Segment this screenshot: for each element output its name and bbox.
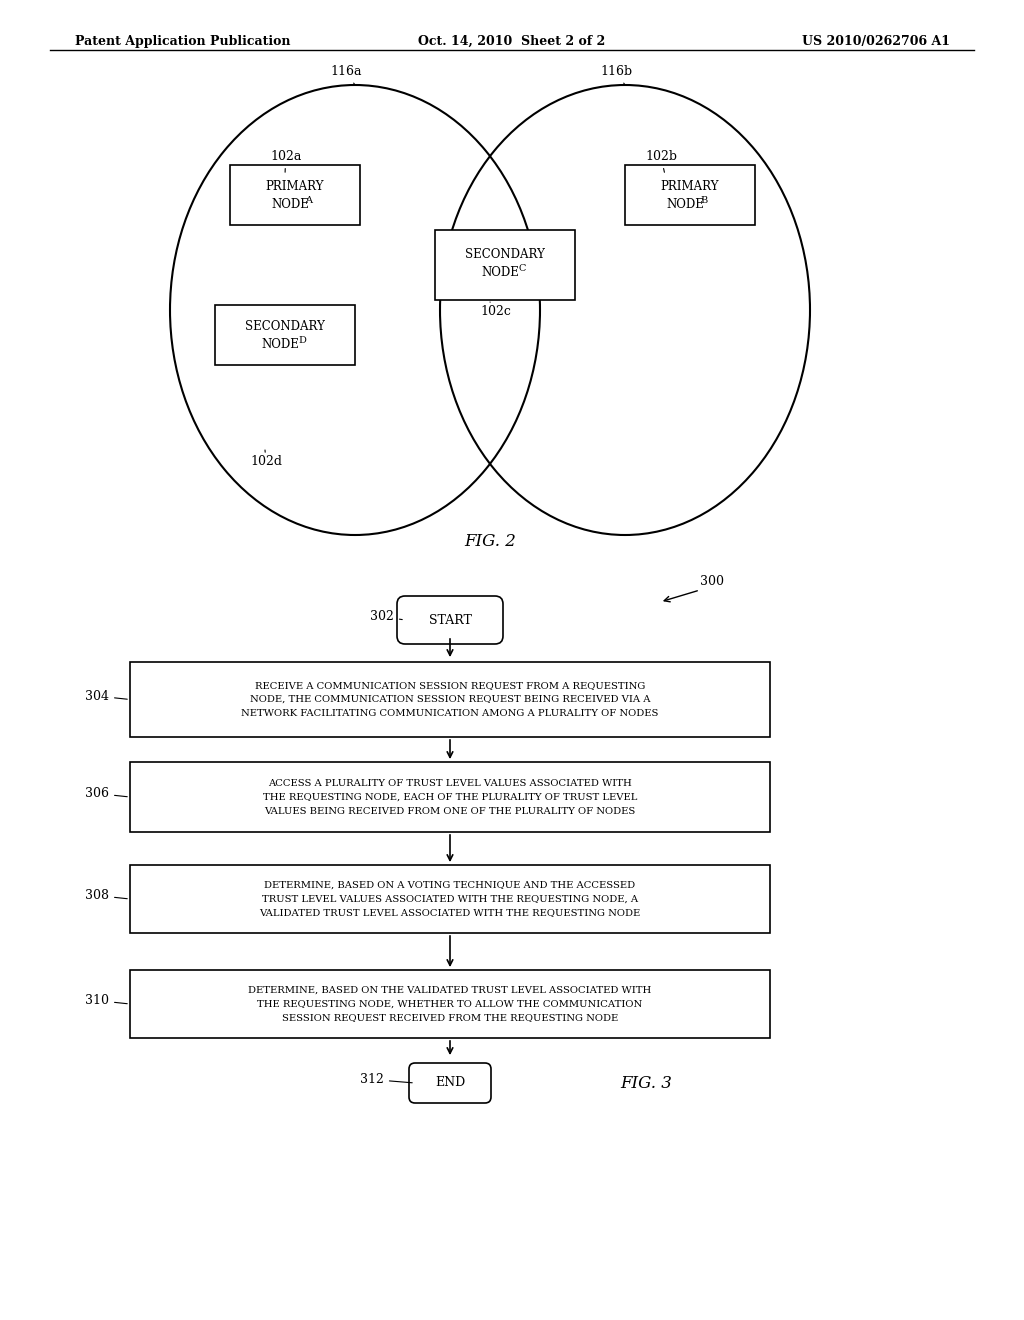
Text: Oct. 14, 2010  Sheet 2 of 2: Oct. 14, 2010 Sheet 2 of 2 — [419, 36, 605, 48]
Text: 102d: 102d — [250, 450, 282, 469]
FancyBboxPatch shape — [230, 165, 360, 224]
Text: RECEIVE A COMMUNICATION SESSION REQUEST FROM A REQUESTING: RECEIVE A COMMUNICATION SESSION REQUEST … — [255, 681, 645, 690]
Text: NODE, THE COMMUNICATION SESSION REQUEST BEING RECEIVED VIA A: NODE, THE COMMUNICATION SESSION REQUEST … — [250, 696, 650, 704]
FancyBboxPatch shape — [625, 165, 755, 224]
Text: NODE: NODE — [261, 338, 299, 351]
Text: SECONDARY: SECONDARY — [465, 248, 545, 261]
Text: A: A — [305, 195, 312, 205]
FancyBboxPatch shape — [130, 663, 770, 737]
Text: END: END — [435, 1077, 465, 1089]
Text: US 2010/0262706 A1: US 2010/0262706 A1 — [802, 36, 950, 48]
FancyBboxPatch shape — [435, 230, 575, 300]
Text: NODE: NODE — [481, 267, 519, 280]
Text: DETERMINE, BASED ON THE VALIDATED TRUST LEVEL ASSOCIATED WITH: DETERMINE, BASED ON THE VALIDATED TRUST … — [249, 986, 651, 994]
Text: 304: 304 — [85, 689, 127, 702]
Text: SECONDARY: SECONDARY — [245, 321, 325, 334]
Text: D: D — [298, 337, 306, 345]
Text: THE REQUESTING NODE, EACH OF THE PLURALITY OF TRUST LEVEL: THE REQUESTING NODE, EACH OF THE PLURALI… — [263, 792, 637, 801]
Text: 310: 310 — [85, 994, 127, 1007]
Text: NODE: NODE — [666, 198, 703, 211]
Text: Patent Application Publication: Patent Application Publication — [75, 36, 291, 48]
Text: 116b: 116b — [600, 65, 632, 84]
Text: B: B — [700, 195, 708, 205]
Text: TRUST LEVEL VALUES ASSOCIATED WITH THE REQUESTING NODE, A: TRUST LEVEL VALUES ASSOCIATED WITH THE R… — [262, 895, 638, 903]
Text: START: START — [429, 614, 471, 627]
Text: VALUES BEING RECEIVED FROM ONE OF THE PLURALITY OF NODES: VALUES BEING RECEIVED FROM ONE OF THE PL… — [264, 807, 636, 816]
Text: DETERMINE, BASED ON A VOTING TECHNIQUE AND THE ACCESSED: DETERMINE, BASED ON A VOTING TECHNIQUE A… — [264, 880, 636, 890]
FancyBboxPatch shape — [215, 305, 355, 366]
Text: FIG. 3: FIG. 3 — [620, 1074, 672, 1092]
Text: 102a: 102a — [270, 150, 301, 172]
Text: SESSION REQUEST RECEIVED FROM THE REQUESTING NODE: SESSION REQUEST RECEIVED FROM THE REQUES… — [282, 1014, 618, 1023]
FancyBboxPatch shape — [130, 865, 770, 933]
Text: FIG. 2: FIG. 2 — [464, 533, 516, 550]
Text: 312: 312 — [360, 1073, 413, 1086]
Text: 306: 306 — [85, 787, 127, 800]
Text: PRIMARY: PRIMARY — [660, 181, 719, 194]
Text: 302: 302 — [370, 610, 402, 623]
Text: VALIDATED TRUST LEVEL ASSOCIATED WITH THE REQUESTING NODE: VALIDATED TRUST LEVEL ASSOCIATED WITH TH… — [259, 908, 641, 917]
Text: C: C — [518, 264, 525, 273]
Text: 308: 308 — [85, 888, 127, 902]
FancyBboxPatch shape — [130, 762, 770, 832]
FancyBboxPatch shape — [130, 970, 770, 1038]
Text: 116a: 116a — [330, 65, 361, 84]
Text: PRIMARY: PRIMARY — [266, 181, 325, 194]
Text: 102c: 102c — [480, 302, 511, 318]
FancyBboxPatch shape — [397, 597, 503, 644]
Text: NETWORK FACILITATING COMMUNICATION AMONG A PLURALITY OF NODES: NETWORK FACILITATING COMMUNICATION AMONG… — [242, 709, 658, 718]
Text: 102b: 102b — [645, 150, 677, 173]
FancyBboxPatch shape — [409, 1063, 490, 1104]
Text: ACCESS A PLURALITY OF TRUST LEVEL VALUES ASSOCIATED WITH: ACCESS A PLURALITY OF TRUST LEVEL VALUES… — [268, 779, 632, 788]
Text: NODE: NODE — [271, 198, 309, 211]
Text: THE REQUESTING NODE, WHETHER TO ALLOW THE COMMUNICATION: THE REQUESTING NODE, WHETHER TO ALLOW TH… — [257, 999, 643, 1008]
Text: 300: 300 — [700, 576, 724, 587]
